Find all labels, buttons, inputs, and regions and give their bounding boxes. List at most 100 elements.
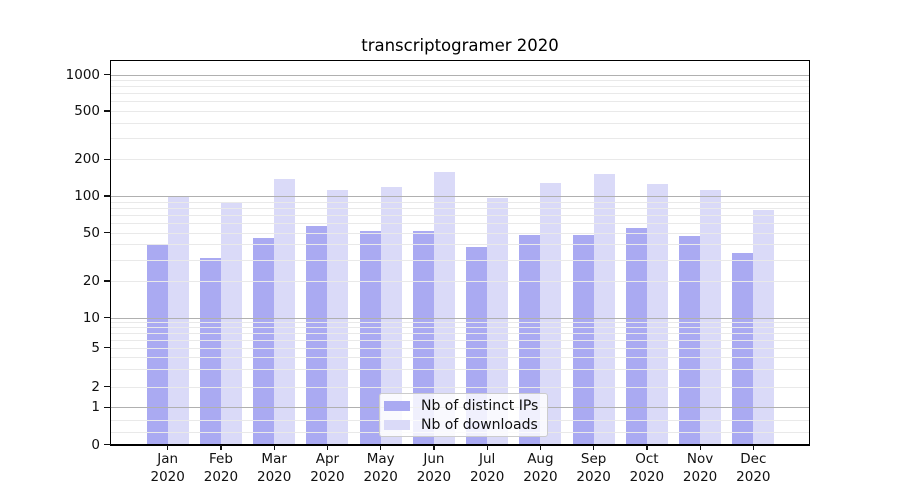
- legend: Nb of distinct IPs Nb of downloads: [379, 393, 548, 437]
- bar-distinct-ips: [306, 225, 328, 445]
- gridline-major: [111, 74, 809, 76]
- bar-downloads: [593, 173, 615, 445]
- bar-downloads: [646, 183, 668, 445]
- gridline-minor: [111, 111, 809, 113]
- x-tick-month: Jul: [478, 451, 496, 467]
- y-tick-mark: [104, 73, 111, 76]
- x-tick-mark: [273, 445, 275, 451]
- y-tick-mark: [104, 346, 111, 349]
- x-tick-month: Aug: [527, 451, 554, 467]
- y-tick-mark: [104, 110, 111, 112]
- x-tick-mark: [539, 445, 542, 451]
- legend-swatch-downloads: [384, 419, 410, 430]
- x-tick-month: Apr: [315, 451, 340, 467]
- bar-downloads: [380, 187, 402, 445]
- gridline-minor: [111, 327, 809, 329]
- gridline-minor: [111, 369, 809, 371]
- y-tick-label: 5: [91, 339, 100, 356]
- gridline-minor: [111, 122, 809, 124]
- x-tick-label: Sep 2020: [562, 451, 626, 486]
- bar-downloads: [700, 189, 722, 445]
- x-tick-mark: [167, 445, 169, 451]
- x-tick-label: May 2020: [349, 451, 413, 486]
- bar-downloads: [487, 197, 509, 445]
- x-tick-month: Sep: [580, 451, 607, 467]
- x-tick-year: 2020: [416, 468, 452, 485]
- y-tick-mark: [104, 406, 111, 408]
- x-tick-year: 2020: [523, 468, 558, 485]
- x-tick-mark: [380, 445, 382, 451]
- x-tick-mark: [220, 445, 222, 451]
- x-tick-mark: [593, 445, 595, 451]
- x-tick-month: Feb: [208, 451, 233, 467]
- x-tick-year: 2020: [469, 468, 505, 485]
- bar-distinct-ips: [412, 230, 434, 445]
- x-tick-label: Jun 2020: [402, 451, 466, 486]
- y-tick-mark: [104, 385, 111, 388]
- gridline-major: [111, 317, 809, 319]
- x-tick-label: Aug 2020: [508, 451, 572, 486]
- gridline-minor: [111, 339, 809, 341]
- gridline-minor: [111, 332, 809, 334]
- gridline-minor: [111, 101, 809, 103]
- y-tick-label: 20: [82, 272, 100, 289]
- legend-item-downloads: Nb of downloads: [384, 415, 547, 434]
- x-tick-month: Jun: [423, 451, 445, 467]
- top-spine: [110, 60, 810, 62]
- y-tick-label: 1000: [65, 66, 100, 83]
- x-tick-month: Mar: [261, 451, 287, 467]
- gridline-minor: [111, 214, 809, 216]
- x-tick-mark: [646, 445, 648, 451]
- bar-distinct-ips: [732, 252, 754, 445]
- gridline-minor: [111, 222, 809, 224]
- gridline-minor: [111, 138, 809, 140]
- gridline-minor: [111, 86, 809, 88]
- bar-distinct-ips: [253, 238, 275, 445]
- gridline-major: [111, 196, 809, 197]
- gridline-minor: [111, 386, 809, 388]
- gridline-minor: [111, 232, 809, 234]
- x-tick-label: Oct 2020: [615, 451, 679, 486]
- gridline-minor: [111, 244, 809, 246]
- gridline-minor: [111, 347, 809, 349]
- y-tick-label: 10: [82, 309, 100, 326]
- y-tick-mark: [104, 280, 111, 282]
- y-tick-label: 1: [91, 399, 100, 416]
- gridline-minor: [111, 159, 809, 161]
- x-tick-month: May: [366, 451, 395, 467]
- x-tick-year: 2020: [256, 468, 292, 485]
- y-tick-label: 2: [91, 378, 100, 395]
- y-tick-mark: [104, 231, 111, 234]
- x-tick-year: 2020: [150, 468, 185, 485]
- x-tick-label: Nov 2020: [668, 451, 732, 486]
- gridline-minor: [111, 207, 809, 209]
- chart-title: transcriptogramer 2020: [361, 36, 559, 55]
- x-tick-year: 2020: [310, 468, 345, 485]
- right-spine: [808, 60, 810, 446]
- x-tick-label: Jul 2020: [455, 451, 519, 486]
- x-tick-year: 2020: [363, 468, 398, 485]
- bar-downloads: [167, 196, 189, 445]
- x-tick-mark: [326, 445, 329, 451]
- x-tick-label: Feb 2020: [189, 451, 253, 486]
- gridline-minor: [111, 259, 809, 261]
- bar-distinct-ips: [359, 230, 381, 445]
- x-tick-label: Mar 2020: [242, 451, 306, 486]
- gridline-minor: [111, 93, 809, 95]
- x-tick-month: Oct: [635, 451, 659, 467]
- y-tick-mark: [104, 195, 111, 197]
- y-axis-spine: [110, 60, 112, 446]
- x-tick-label: Apr 2020: [295, 451, 359, 486]
- y-tick-label: 50: [82, 224, 100, 241]
- legend-item-distinct-ips: Nb of distinct IPs: [384, 396, 547, 415]
- y-tick-mark: [104, 158, 111, 161]
- x-tick-month: Jan: [157, 451, 179, 467]
- x-tick-label: Jan 2020: [136, 451, 200, 486]
- bar-downloads: [274, 179, 296, 445]
- gridline-minor: [111, 280, 809, 282]
- y-tick-label: 0: [91, 436, 100, 453]
- gridline-minor: [111, 322, 809, 324]
- legend-swatch-distinct-ips: [384, 400, 410, 411]
- gridline-minor: [111, 201, 809, 203]
- x-tick-year: 2020: [203, 468, 239, 485]
